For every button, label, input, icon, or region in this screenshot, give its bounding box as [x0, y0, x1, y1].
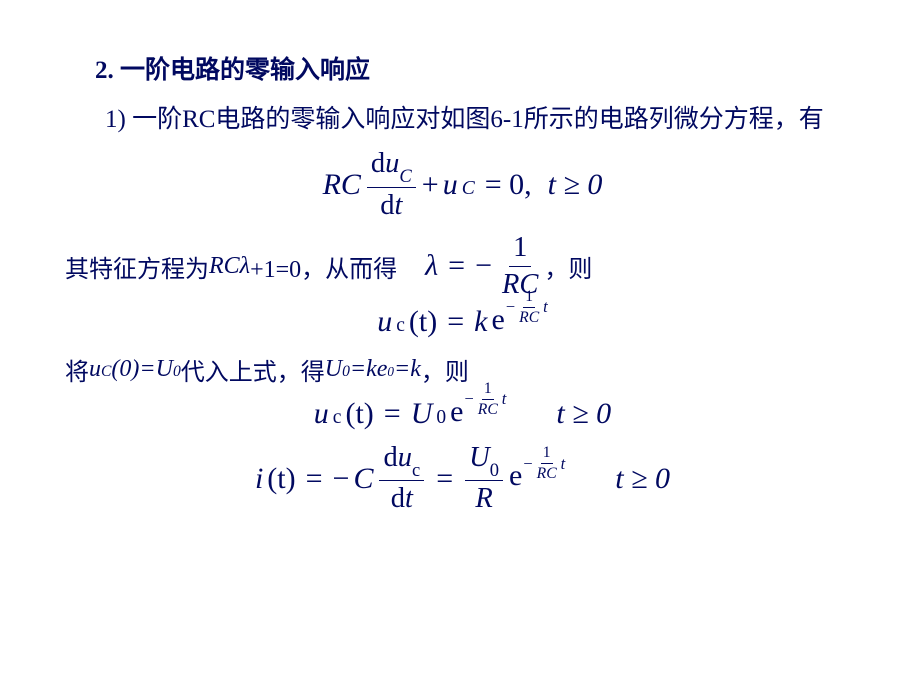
paragraph-2: 其特征方程为 RCλ +1=0，从而得 λ = − 1 RC ，则	[65, 232, 860, 301]
section-title: 2. 一阶电路的零输入响应	[95, 50, 860, 86]
equation-3: uc (t) = k e − 1 RC t	[65, 303, 860, 342]
paragraph-1: 1) 一阶RC电路的零输入响应对如图6-1所示的电路列微分方程，有	[65, 100, 860, 140]
eq1-rc: RC	[323, 168, 361, 202]
eq1-frac: duC dt	[367, 148, 416, 222]
equation-4: uc (t) = U0 e − 1 RC t t ≥	[65, 395, 860, 434]
eq5-frac2: U0 R	[465, 442, 503, 516]
paragraph-3: 将 uC(0)=U0 代入上式，得 U0=ke0=k ，则	[65, 352, 860, 387]
equation-5: i (t) = − C duc dt = U0	[65, 442, 860, 516]
eq5-frac1: duc dt	[379, 442, 424, 516]
slide-content: 2. 一阶电路的零输入响应 1) 一阶RC电路的零输入响应对如图6-1所示的电路…	[0, 0, 920, 561]
equation-1: RC duC dt + uC = 0, t ≥ 0	[65, 148, 860, 222]
